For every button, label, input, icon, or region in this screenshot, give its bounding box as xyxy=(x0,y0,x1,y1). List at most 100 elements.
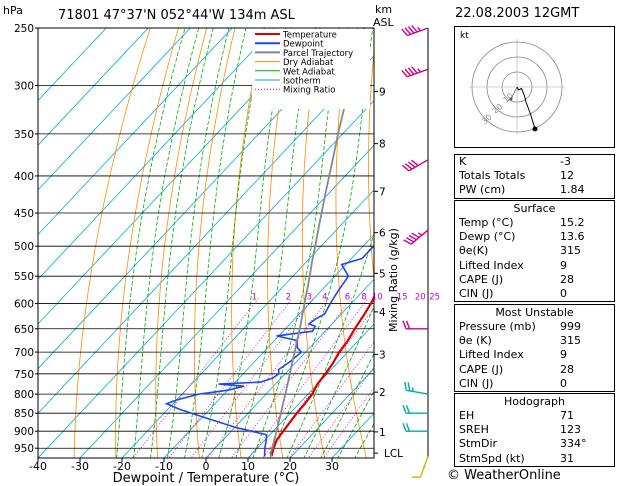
index-row-pw: PW (cm) 1.84 xyxy=(459,183,585,197)
pressure-tick-label: 900 xyxy=(14,426,34,438)
temp-tick-label: 0 xyxy=(203,460,210,473)
mixing-ratio-line xyxy=(168,298,293,458)
isotherm-line xyxy=(79,144,374,458)
pressure-tick-label: 700 xyxy=(14,347,34,359)
hodograph-unit: kt xyxy=(460,31,469,41)
chart-series xyxy=(164,28,374,457)
wet-adiabat-line xyxy=(303,305,374,458)
legend-entry: Mixing Ratio xyxy=(283,86,335,96)
isotherm-line xyxy=(121,189,374,458)
dry-adiabat-line xyxy=(400,15,452,464)
isotherm-line xyxy=(38,99,374,458)
dry-adiabat-line xyxy=(301,28,326,458)
km-tick-label: 6 xyxy=(379,228,386,240)
isotherm-line xyxy=(38,28,233,236)
mixing-ratio-label: 20 xyxy=(415,293,426,303)
legend-entry: Dewpoint xyxy=(283,40,324,50)
isotherm-line xyxy=(38,28,149,146)
most-unstable-title: Most Unstable xyxy=(495,306,574,319)
chart-grid xyxy=(38,15,452,464)
wet-adiabat-line xyxy=(269,28,374,458)
hodograph-storm-vector xyxy=(510,86,518,100)
wet-adiabat-line xyxy=(252,28,340,458)
hodograph-stats-table: Hodograph EH 71 SREH 123 StmDir 334° StmSpd… xyxy=(454,393,615,467)
isotherm-line xyxy=(38,28,275,280)
temp-tick-label: 20 xyxy=(283,460,297,473)
legend-entry: Parcel Trajectory xyxy=(283,49,353,59)
wet-adiabat-line xyxy=(116,28,186,458)
pressure-tick-label: 800 xyxy=(14,389,34,401)
asl-unit-label: ASL xyxy=(373,16,395,29)
wet-adiabat-line xyxy=(133,28,200,458)
most-unstable-row: CAPE (J) 28 xyxy=(459,362,574,376)
mixing-ratio-label: 4 xyxy=(322,293,327,303)
temp-tick-label: 10 xyxy=(241,460,255,473)
dry-adiabat-line xyxy=(267,28,292,458)
hodograph-trace xyxy=(516,86,536,130)
wind-barb xyxy=(401,66,429,78)
surface-row: CAPE (J) 28 xyxy=(459,272,574,286)
most-unstable-row: Pressure (mb) 999 xyxy=(459,320,581,333)
dry-adiabat-line xyxy=(368,46,374,282)
pressure-tick-label: 350 xyxy=(14,129,34,141)
mixing-ratio-label: 10 xyxy=(372,293,383,303)
mixing-ratio-line xyxy=(190,298,314,458)
mixing-ratio-label: 3 xyxy=(307,293,312,303)
surface-row: CIN (J) 0 xyxy=(459,286,567,300)
mixing-ratio-line xyxy=(248,298,369,458)
pressure-tick-label: 950 xyxy=(14,443,34,455)
km-tick-label: 2 xyxy=(379,387,386,399)
wind-barb xyxy=(401,24,429,37)
temperature-line xyxy=(270,294,374,457)
hodograph-stats-row: StmSpd (kt) 31 xyxy=(459,451,574,465)
wet-adiabat-line xyxy=(167,28,230,458)
surface-row: Dewp (°C) 13.6 xyxy=(459,230,585,244)
km-tick-label: LCL xyxy=(384,448,403,460)
dry-adiabat-line xyxy=(194,28,236,458)
pressure-tick-label: 500 xyxy=(14,241,34,253)
index-row-k: K -3 xyxy=(459,155,571,168)
legend-entry: Wet Adiabat xyxy=(283,67,335,77)
wind-barb xyxy=(402,422,428,432)
legend-entry: Dry Adiabat xyxy=(283,58,334,68)
isotherm-line xyxy=(289,368,374,458)
hodograph-storm-marker xyxy=(509,97,513,101)
pressure-tick-label: 550 xyxy=(14,271,34,283)
wet-adiabat-line xyxy=(184,28,247,458)
mixing-ratio-label: 6 xyxy=(345,293,350,303)
wet-adiabat-line xyxy=(218,28,287,458)
hodograph-stats-row: StmDir 334° xyxy=(459,437,587,451)
pressure-tick-label: 400 xyxy=(14,171,34,183)
legend-entry: Temperature xyxy=(282,31,337,41)
pressure-tick-label: 600 xyxy=(14,299,34,311)
km-tick-label: 3 xyxy=(379,349,386,361)
hodograph-stats-row: SREH 123 xyxy=(459,423,581,437)
indices-table: K -3 Totals Totals 12 PW (cm) 1.84 xyxy=(454,154,615,199)
isotherm-line xyxy=(205,278,374,458)
mixing-ratio-line xyxy=(323,387,374,458)
pressure-tick-label: 750 xyxy=(14,369,34,381)
mixing-ratio-label: 2 xyxy=(286,293,291,303)
wind-barb xyxy=(402,320,428,330)
mixing-ratio-axis-title: Mixing Ratio (g/kg) xyxy=(387,228,400,332)
wind-barb xyxy=(401,159,429,172)
dry-adiabat-line xyxy=(231,28,264,458)
parcel-trajectory-line xyxy=(269,28,365,457)
weatheronline-credit: © WeatherOnline xyxy=(447,468,561,483)
dry-adiabat-line xyxy=(155,28,208,458)
dry-adiabat-line xyxy=(73,28,151,458)
most-unstable-table: Most Unstable Pressure (mb) 999 θe (K) 315… xyxy=(454,304,615,392)
wet-adiabat-line xyxy=(201,28,266,458)
surface-row: θe(K) 315 xyxy=(459,244,581,258)
most-unstable-row: θe (K) 315 xyxy=(459,334,581,348)
temp-tick-label: -10 xyxy=(155,460,173,473)
most-unstable-row: Lifted Index 9 xyxy=(459,348,567,362)
pressure-tick-label: 850 xyxy=(14,408,34,420)
dewpoint-line xyxy=(164,245,374,457)
km-unit-label: km xyxy=(375,3,392,16)
mixing-ratio-label: 25 xyxy=(429,293,440,303)
datetime-label: 22.08.2003 12GMT xyxy=(455,6,580,21)
